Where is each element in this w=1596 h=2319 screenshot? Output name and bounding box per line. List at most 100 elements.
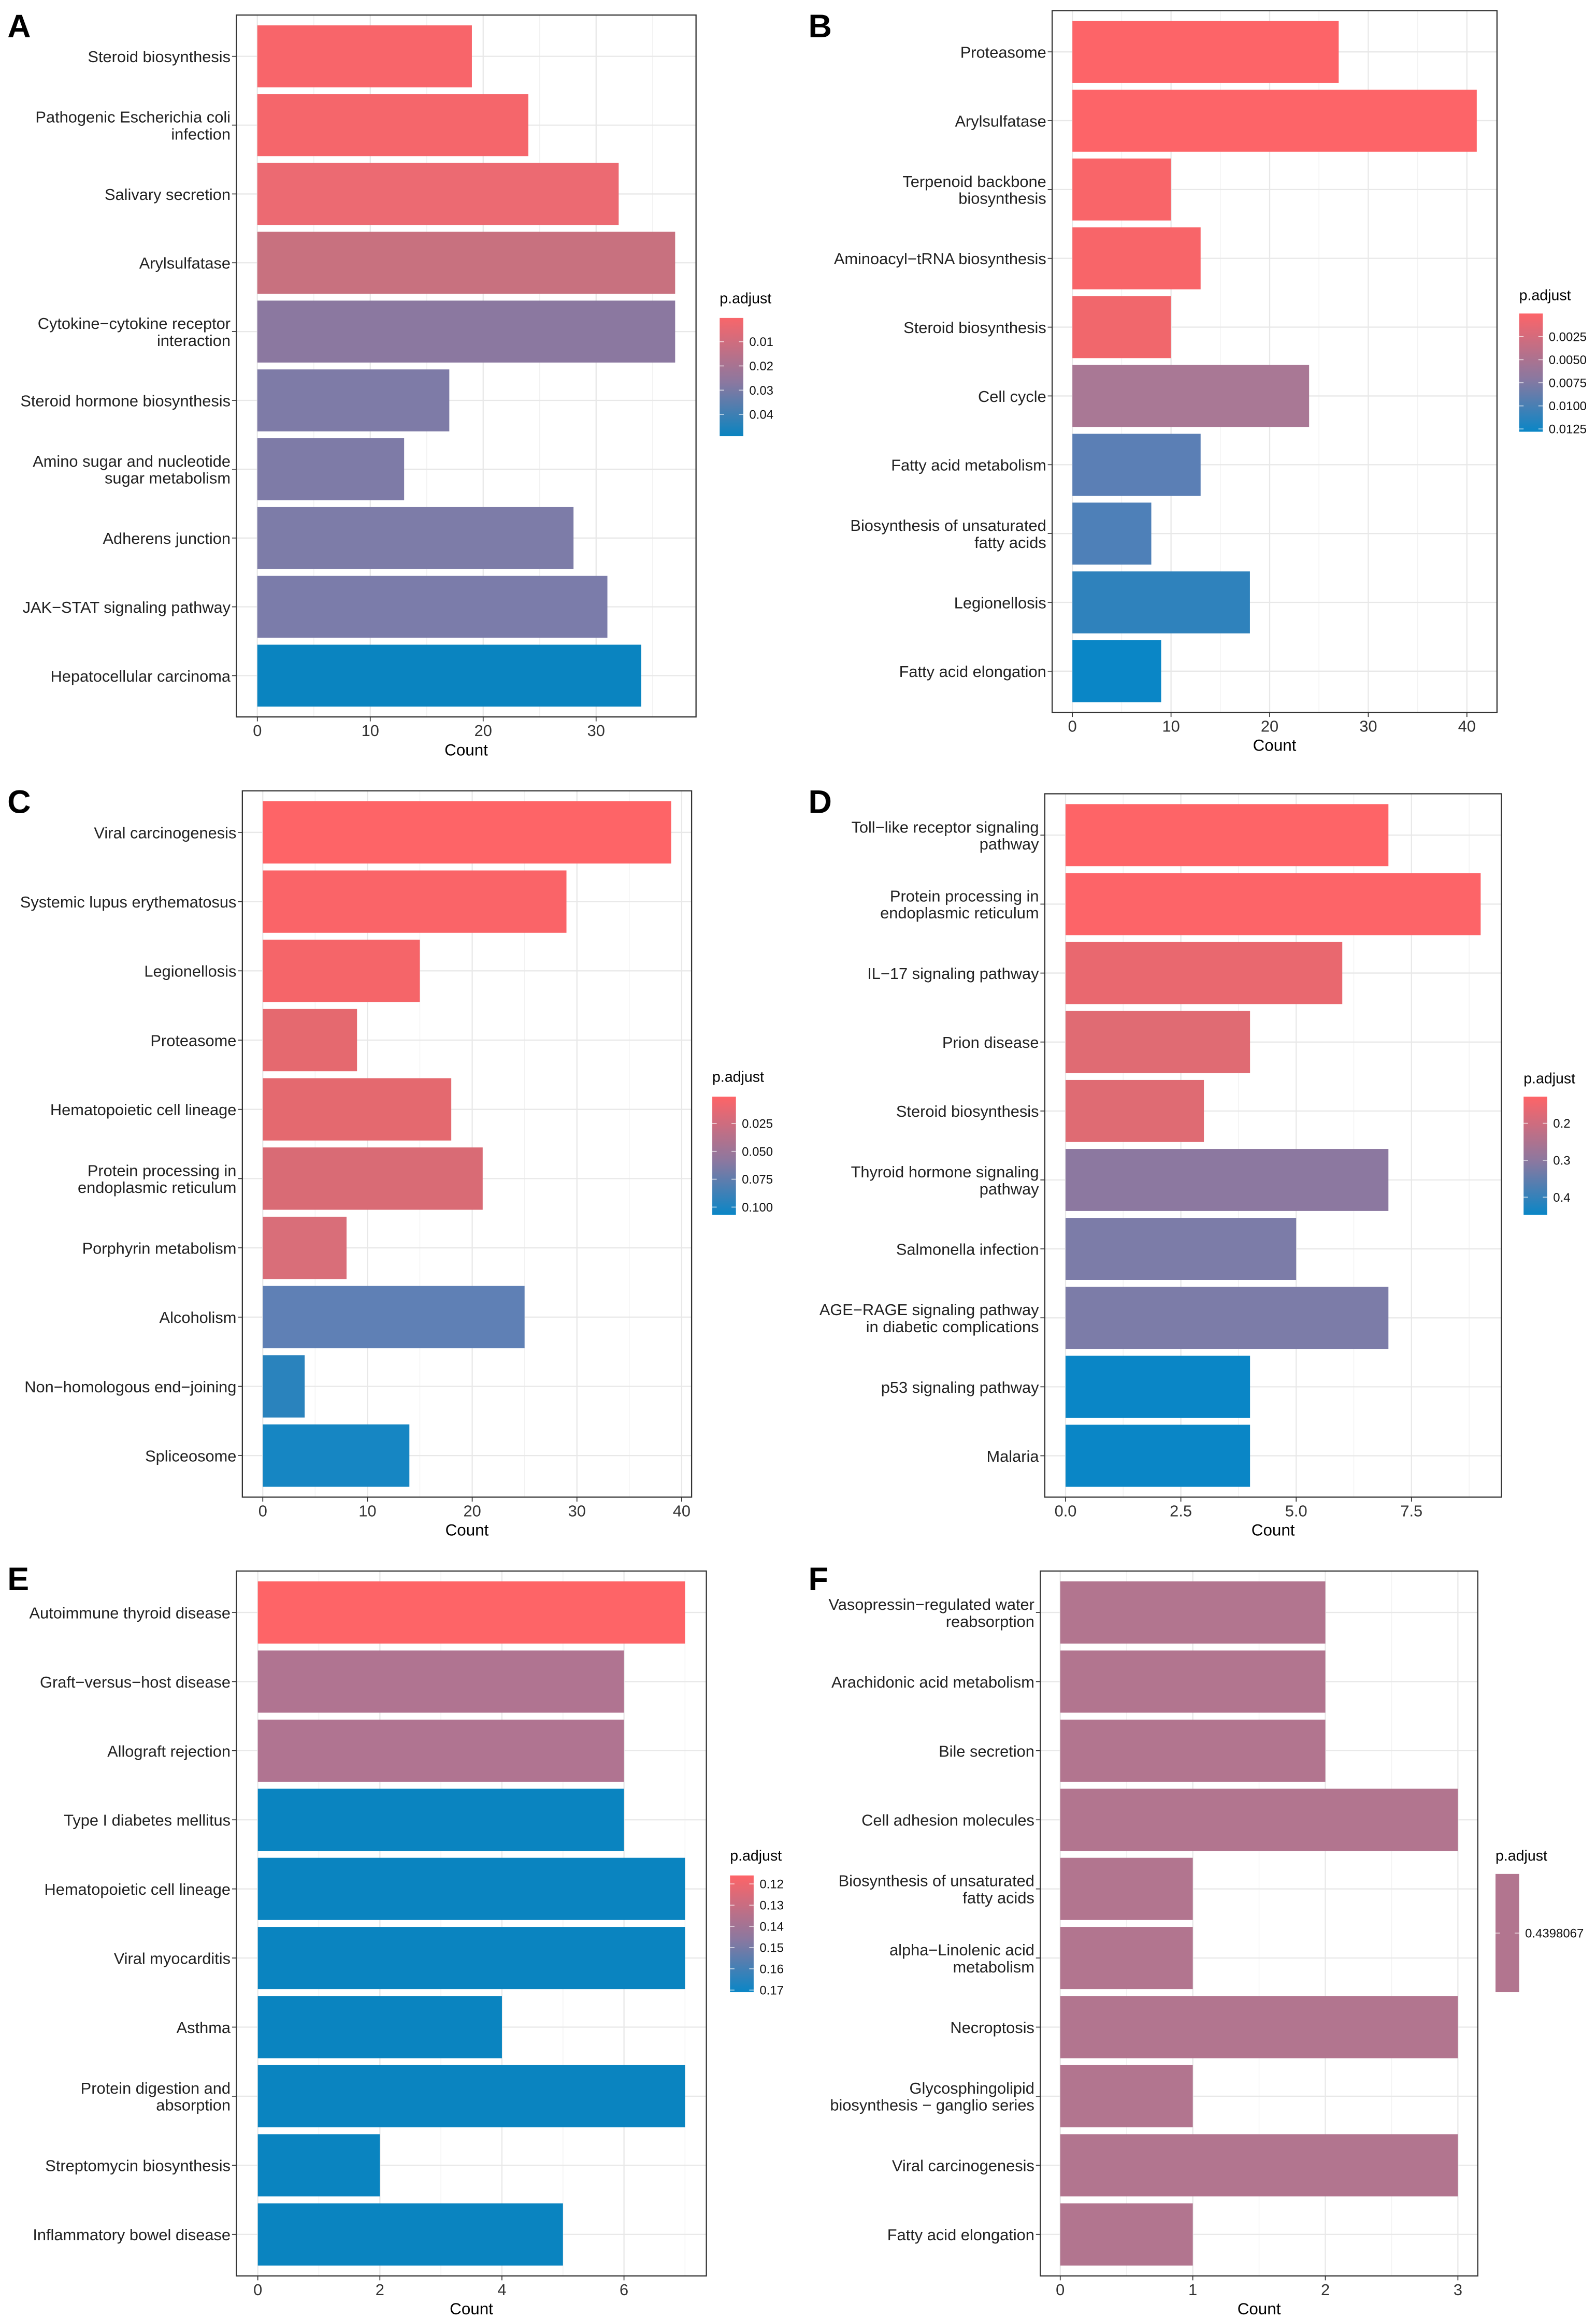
x-tick-label: 30 (568, 1502, 586, 1520)
legend-label: 0.0025 (1549, 330, 1587, 344)
x-tick-label: 0 (1068, 717, 1077, 736)
panel-letter: D (808, 784, 831, 820)
bar (1072, 571, 1250, 633)
category-label: Steroid biosynthesis (88, 48, 231, 66)
category-label-line: Proteasome (150, 1031, 236, 1049)
bar (1065, 1424, 1250, 1487)
category-label-line: Steroid biosynthesis (88, 48, 231, 66)
category-label: Viral myocarditis (114, 1950, 231, 1968)
bar (257, 1857, 685, 1920)
bar (263, 1009, 357, 1072)
category-label: Aminoacyl−tRNA biosynthesis (834, 250, 1046, 268)
legend-title: p.adjust (712, 1069, 764, 1086)
category-label-line: biosynthesis (958, 190, 1046, 208)
category-label-line: Terpenoid backbone (902, 172, 1046, 191)
category-label: Pathogenic Escherichia coli infection (35, 108, 231, 143)
category-label-line: Malaria (987, 1447, 1040, 1465)
x-axis-title: Count (445, 1521, 489, 1539)
category-label: Cell cycle (978, 387, 1046, 406)
category-label: Biosynthesis of unsaturated fatty acids (839, 1872, 1034, 1907)
category-label: Proteasome (960, 44, 1046, 62)
category-label-line: Streptomycin biosynthesis (45, 2157, 231, 2175)
bar (1065, 1079, 1204, 1142)
x-tick-label: 0 (1056, 2281, 1065, 2299)
x-tick-label: 10 (358, 1502, 376, 1520)
legend-label: 0.050 (742, 1145, 773, 1159)
category-label: Malaria (987, 1447, 1040, 1465)
legend-label: 0.0100 (1549, 399, 1587, 413)
legend-label: 0.16 (759, 1963, 784, 1977)
category-label: Prion disease (942, 1033, 1039, 1052)
category-label: Glycosphingolipid biosynthesis − ganglio … (830, 2079, 1034, 2114)
category-label: Hepatocellular carcinoma (51, 667, 231, 685)
x-tick-label: 7.5 (1400, 1502, 1422, 1520)
bar (257, 1650, 624, 1713)
bar (1072, 90, 1477, 152)
category-label-line: absorption (156, 2096, 231, 2114)
bar (1060, 1581, 1326, 1644)
category-label-line: Arylsulfatase (955, 112, 1046, 130)
x-tick-label: 1 (1188, 2281, 1197, 2299)
category-label-line: endoplasmic reticulum (880, 904, 1039, 922)
legend-label: 0.0125 (1549, 423, 1587, 437)
category-label: Allograft rejection (107, 1742, 231, 1760)
panel-letter: E (7, 1561, 29, 1597)
x-tick-label: 20 (463, 1502, 481, 1520)
category-label-line: Proteasome (960, 44, 1046, 62)
bar (257, 232, 675, 294)
legend-label: 0.025 (742, 1117, 773, 1131)
category-label-line: AGE−RAGE signaling pathway (819, 1301, 1039, 1319)
plot-border (1040, 1570, 1478, 2277)
x-tick-label: 20 (475, 722, 492, 740)
bar (1065, 804, 1389, 867)
category-label-line: IL−17 signaling pathway (867, 964, 1039, 983)
x-tick-label: 20 (1261, 717, 1278, 736)
category-label-line: Steroid biosynthesis (903, 319, 1046, 337)
bar (263, 1286, 525, 1348)
x-axis-title: Count (444, 741, 488, 759)
bar (257, 1789, 624, 1851)
bar (1072, 227, 1201, 290)
category-label-line: Necroptosis (950, 2019, 1034, 2037)
bar (257, 369, 450, 431)
bar (257, 2065, 685, 2127)
category-label: Protein digestion and absorption (81, 2079, 231, 2114)
legend-colorbar (730, 1875, 754, 1993)
category-label: Fatty acid metabolism (891, 456, 1046, 474)
bar (263, 870, 567, 933)
category-label-line: Autoimmune thyroid disease (29, 1604, 231, 1622)
category-label-line: alpha−Linolenic acid (889, 1941, 1034, 1959)
legend-title: p.adjust (720, 290, 771, 307)
plot-border (241, 790, 693, 1498)
bar (257, 1996, 502, 2058)
plot-border (1052, 10, 1498, 713)
category-label-line: Steroid hormone biosynthesis (20, 392, 231, 410)
category-label-line: Hematopoietic cell lineage (50, 1101, 237, 1119)
category-label-line: Glycosphingolipid (910, 2079, 1034, 2097)
bar (1072, 640, 1161, 702)
x-axis-title: Count (450, 2300, 493, 2318)
bar (1060, 2065, 1193, 2127)
category-label: AGE−RAGE signaling pathway in diabetic co… (819, 1301, 1039, 1336)
bar (1060, 1650, 1326, 1713)
category-label-line: Viral carcinogenesis (94, 824, 236, 842)
bar (257, 25, 472, 88)
category-label: Spliceosome (145, 1447, 236, 1465)
category-label: Hematopoietic cell lineage (45, 1880, 231, 1898)
category-label: Thyroid hormone signaling pathway (851, 1163, 1040, 1198)
category-label-line: Biosynthesis of unsaturated (850, 516, 1046, 535)
legend-label: 0.2 (1553, 1117, 1570, 1131)
category-label: Steroid biosynthesis (896, 1102, 1039, 1120)
plot-border (1044, 793, 1502, 1498)
category-label: Asthma (177, 2019, 231, 2037)
x-tick-label: 3 (1454, 2281, 1462, 2299)
category-label-line: Cell cycle (978, 387, 1046, 406)
category-label-line: Hematopoietic cell lineage (45, 1880, 231, 1898)
category-label-line: Systemic lupus erythematosus (20, 893, 237, 911)
x-tick-label: 10 (362, 722, 379, 740)
x-tick-label: 2 (1321, 2281, 1330, 2299)
category-label-line: Toll−like receptor signaling (851, 818, 1039, 836)
bar (263, 801, 671, 864)
category-label: Systemic lupus erythematosus (20, 893, 237, 911)
